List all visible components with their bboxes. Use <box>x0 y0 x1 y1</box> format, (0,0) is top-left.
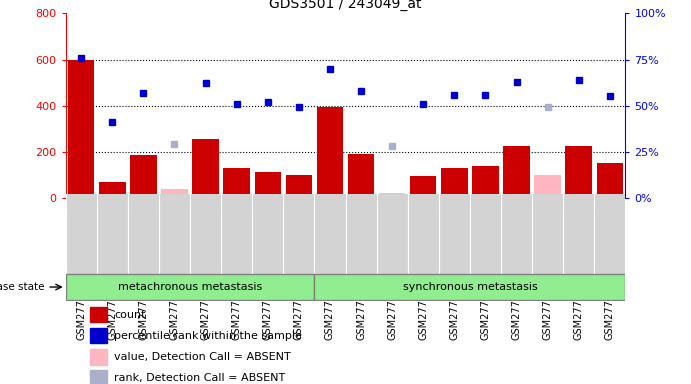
Text: value, Detection Call = ABSENT: value, Detection Call = ABSENT <box>114 352 291 362</box>
Bar <box>223 168 250 198</box>
Bar <box>441 168 468 198</box>
Bar <box>348 154 375 198</box>
Bar <box>130 155 157 198</box>
Bar <box>379 193 406 198</box>
Bar <box>254 172 281 198</box>
Bar <box>410 176 437 198</box>
Bar <box>503 146 530 198</box>
Bar <box>596 163 623 198</box>
Bar <box>472 166 499 198</box>
FancyBboxPatch shape <box>66 274 314 300</box>
Bar <box>90 307 107 322</box>
Bar <box>161 189 188 198</box>
Bar <box>99 182 126 198</box>
Bar <box>285 175 312 198</box>
Bar <box>192 139 219 198</box>
Text: rank, Detection Call = ABSENT: rank, Detection Call = ABSENT <box>114 373 285 383</box>
Text: count: count <box>114 310 146 320</box>
Text: percentile rank within the sample: percentile rank within the sample <box>114 331 302 341</box>
Bar <box>90 328 107 343</box>
Text: metachronous metastasis: metachronous metastasis <box>118 282 262 292</box>
Text: disease state: disease state <box>0 282 45 292</box>
Bar <box>90 349 107 364</box>
Text: synchronous metastasis: synchronous metastasis <box>402 282 538 292</box>
FancyBboxPatch shape <box>314 274 625 300</box>
Bar <box>68 60 95 198</box>
Title: GDS3501 / 243049_at: GDS3501 / 243049_at <box>269 0 422 11</box>
Bar <box>90 371 107 384</box>
Bar <box>534 175 561 198</box>
Bar <box>316 107 343 198</box>
Bar <box>565 146 592 198</box>
